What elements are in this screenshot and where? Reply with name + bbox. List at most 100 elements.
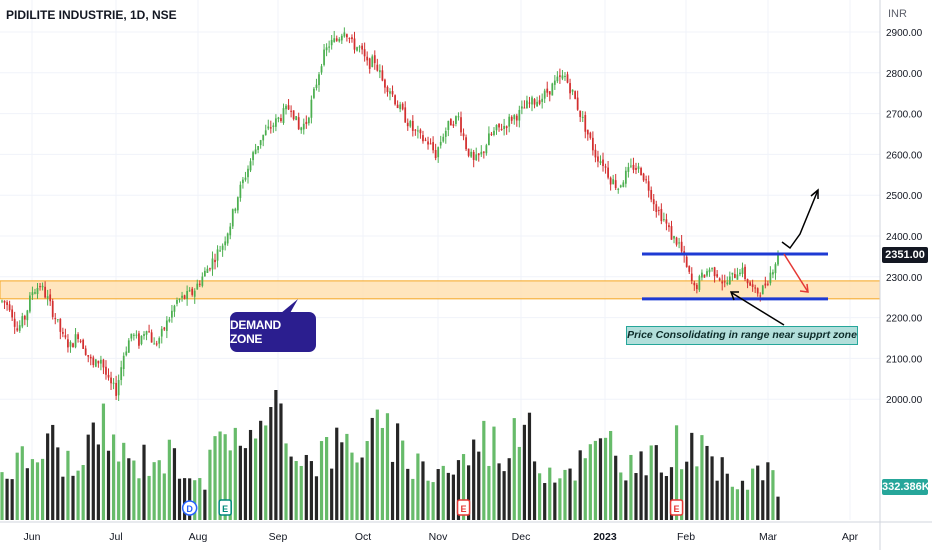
candle-body	[272, 125, 275, 128]
dividend-marker[interactable]: D	[181, 500, 198, 516]
candle-body	[325, 47, 328, 51]
volume-bar	[619, 472, 623, 520]
event-marker-label: E	[461, 504, 467, 514]
candle-body	[422, 135, 424, 142]
volume-bar	[558, 478, 562, 520]
candle-body	[206, 268, 209, 273]
candle-body	[82, 339, 85, 349]
earnings-marker[interactable]: E	[669, 499, 684, 516]
candle-body	[249, 161, 252, 171]
volume-bars	[0, 390, 780, 520]
candle-body	[612, 179, 615, 185]
volume-bar	[152, 462, 156, 520]
candle-body	[226, 233, 229, 244]
candle-body	[153, 343, 156, 345]
candle-body	[69, 341, 72, 347]
volume-bar	[188, 478, 192, 520]
volume-bar	[101, 403, 106, 520]
candle-body	[282, 108, 285, 124]
candle-body	[657, 210, 660, 212]
volume-bar	[629, 454, 633, 520]
volume-bar	[335, 427, 339, 520]
volume-bar	[30, 459, 35, 520]
candle-body	[543, 90, 546, 99]
candle-body	[495, 124, 498, 131]
candle-body	[343, 32, 346, 37]
candle-body	[135, 334, 138, 336]
range-note: Price Consolidating in range near supprt…	[626, 326, 858, 345]
candle-body	[143, 334, 145, 336]
candle-body	[1, 300, 3, 302]
candle-body	[191, 288, 194, 295]
volume-bar	[66, 450, 70, 520]
candle-body	[122, 355, 125, 370]
candle-body	[26, 310, 29, 321]
candle-body	[718, 278, 721, 281]
candle-body	[703, 274, 706, 278]
candle-body	[356, 47, 358, 51]
volume-bar	[193, 480, 197, 520]
candle-body	[482, 151, 485, 153]
candle-body	[120, 367, 123, 381]
candle-body	[756, 288, 759, 294]
candle-body	[89, 356, 92, 359]
volume-bar	[710, 456, 714, 520]
candle-body	[285, 105, 287, 110]
candle-body	[564, 75, 566, 77]
volume-bar	[253, 438, 258, 520]
candle-body	[280, 118, 282, 121]
volume-bar	[167, 439, 171, 520]
last-price-tag: 2351.00	[882, 247, 928, 263]
volume-bar	[61, 476, 65, 520]
volume-bar	[208, 449, 212, 520]
volume-bar	[127, 458, 131, 520]
earnings-marker[interactable]: E	[218, 499, 232, 516]
candle-body	[472, 151, 475, 160]
candle-body	[617, 188, 620, 190]
candle-body	[315, 84, 318, 88]
earnings-marker[interactable]: E	[456, 499, 471, 516]
volume-bar	[680, 469, 684, 520]
candle-body	[645, 179, 648, 181]
candle-body	[713, 267, 716, 277]
candle-body	[551, 83, 554, 96]
volume-bar	[431, 482, 435, 520]
breakdown-arrowhead	[799, 283, 809, 293]
candle-body	[510, 116, 513, 121]
candle-body	[305, 121, 308, 125]
volume-bar	[659, 472, 663, 520]
volume-bar	[51, 424, 55, 520]
volume-bar	[588, 444, 592, 520]
candle-body	[338, 38, 341, 42]
volume-bar	[259, 420, 263, 520]
volume-bar	[71, 475, 75, 520]
candle-body	[739, 272, 741, 275]
volume-bar	[243, 448, 248, 520]
candle-body	[475, 154, 478, 161]
candle-body	[61, 332, 64, 334]
candle-body	[168, 319, 171, 322]
candle-body	[614, 180, 617, 188]
volume-bar	[603, 437, 608, 520]
candle-body	[209, 268, 211, 270]
volume-bar	[274, 390, 278, 520]
candle-body	[29, 295, 31, 312]
candle-body	[449, 118, 452, 126]
volume-bar	[609, 430, 613, 520]
candle-body	[693, 282, 696, 286]
candle-body	[637, 166, 640, 170]
candle-body	[396, 104, 399, 109]
price-tick-label: 2400.00	[886, 232, 923, 243]
candle-body	[604, 166, 607, 168]
candle-body	[234, 208, 237, 211]
candle-body	[734, 274, 736, 278]
candle-body	[198, 283, 201, 285]
candle-body	[183, 295, 186, 299]
candle-body	[452, 124, 455, 126]
candle-body	[259, 140, 262, 146]
volume-bar	[735, 489, 740, 520]
price-tick-label: 2700.00	[886, 110, 923, 121]
